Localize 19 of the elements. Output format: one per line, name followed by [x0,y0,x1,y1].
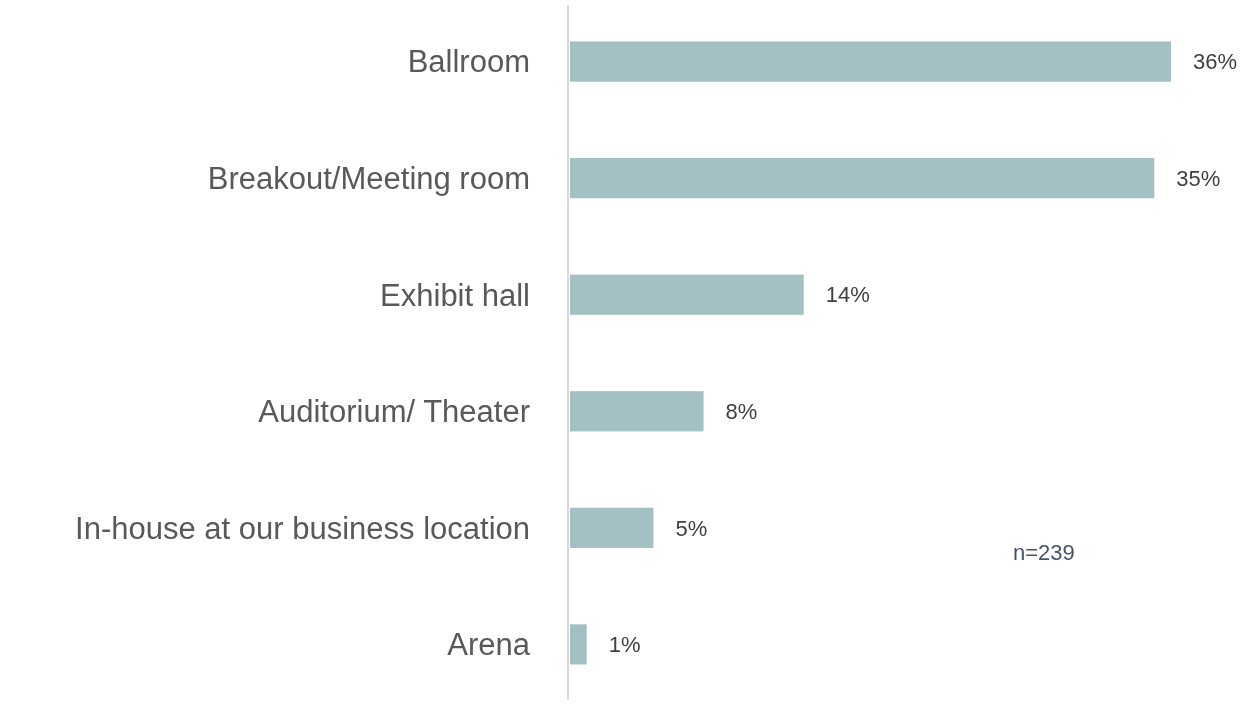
bar [570,624,587,665]
bar [570,391,704,432]
data-label: 5% [675,515,708,541]
bar [570,507,654,548]
y-tick-label: In-house at our business location [75,510,530,546]
y-tick-label: Arena [447,627,531,663]
bar [570,274,804,315]
y-tick-label: Auditorium/ Theater [258,394,530,430]
bar [570,41,1171,82]
bar [570,158,1155,199]
annotation: n=239 [1013,539,1075,565]
y-tick-label: Exhibit hall [380,277,530,313]
data-label: 36% [1193,49,1238,75]
data-label: 35% [1176,165,1221,191]
data-label: 8% [725,398,758,424]
y-tick-label: Ballroom [407,44,530,80]
data-label: 1% [608,632,641,658]
y-tick-label: Breakout/Meeting room [207,161,530,196]
data-label: 14% [825,282,870,308]
